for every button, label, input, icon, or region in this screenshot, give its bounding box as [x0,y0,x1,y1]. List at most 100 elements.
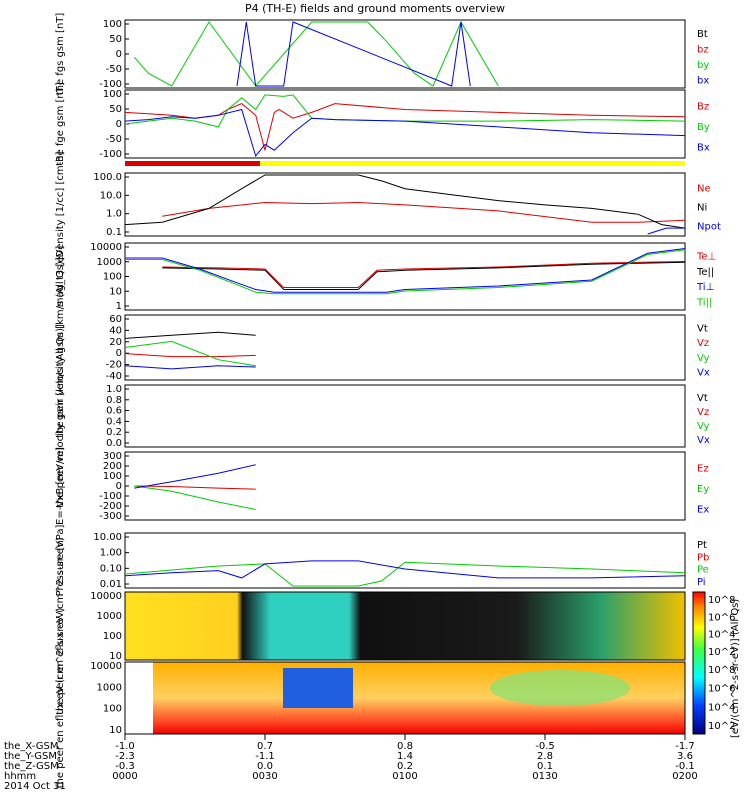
peer_velocity-ytick-label: 0.8 [106,395,122,406]
fge-ytick-label: 100 [103,89,122,100]
peir_velocity-legend-3: Vx [697,368,710,379]
panel-temperature: 10000 1000 100 10 1 mag_t3 [eV] Te⊥ Te|| Ti⊥ Ti|| [55,242,716,312]
fge-series-2 [124,108,686,158]
time-axis-value: -0.5 [535,741,555,752]
fgs-series-2 [133,20,499,87]
fgs-ylabel: the fgs gsm [nT] [55,13,66,96]
peir_eflux-ytick-label: 10000 [90,591,122,602]
peir_velocity-legend-1: Vz [697,338,709,349]
density-ytick-label: 1.0 [106,209,122,220]
efield-ytick-label: 0 [116,481,122,492]
peir_velocity-series-0 [124,331,256,339]
time-axis-value: 0130 [532,771,557,782]
temperature-legend-2: Ti⊥ [696,282,714,293]
temperature-ytick-label: 100 [103,272,122,283]
peer_velocity-ytick-label: 0.0 [106,438,122,449]
density-legend-0: Ne [697,184,711,195]
efield-ytick-label: 100 [103,471,122,482]
fgs-legend-2: by [697,60,709,71]
time-axis-value: 0200 [672,771,697,782]
peir_velocity-ytick-label: -20 [106,360,122,371]
temperature-legend-0: Te⊥ [696,252,716,263]
colorbar [692,591,706,735]
fge-legend-0: Bz [697,101,709,112]
density-series-0 [162,201,686,223]
fge-series-0 [124,103,686,151]
peer_eflux-ytick-label: 1000 [97,682,122,693]
peir_velocity-series-3 [124,365,256,370]
pressure-ytick-label: 0.01 [100,579,122,590]
efield-ytick-label: -300 [99,511,122,522]
time-axis-value: 3.6 [677,751,693,762]
pressure-legend-3: Pi [697,577,706,588]
fgs-legend-3: bx [697,75,709,86]
peer_velocity-frame [124,384,686,448]
temperature-ytick-label: 10000 [90,242,122,253]
peir_velocity-legend-0: Vt [697,323,708,334]
density-ylabel: Density [1/cc] [cm-3] [55,151,66,257]
efield-series-2 [134,464,256,489]
pressure-ytick-label: 10.00 [93,532,122,543]
fge-frame [124,89,686,159]
density-series-1 [124,174,686,229]
temperature-ylabel: mag_t3 [eV] [55,246,66,308]
status-bar-red [125,161,260,166]
panel-fge: 100 50 0 -50 -100 the fge gsm [nT] Bz By Bx [55,82,710,166]
density-ytick-label: 0.1 [106,227,122,238]
peir-eflux-frame [124,591,686,661]
temperature-ytick-label: 10 [109,286,122,297]
pressure-ytick-label: 0.10 [100,563,122,574]
time-axis-value: -0.3 [115,761,135,772]
time-axis-value: -0.1 [675,761,695,772]
peir_velocity-series-2 [124,340,256,367]
peir_velocity-ytick-label: 60 [109,314,122,325]
fge-ytick-label: 50 [109,104,122,115]
peir-eflux-heatmap [125,592,685,660]
fge-legend-1: By [697,122,710,133]
density-ytick-label: 10.0 [100,190,122,201]
peer_velocity-ytick-label: 1.0 [106,384,122,395]
pressure-frame [124,532,686,589]
fgs-ytick-label: -50 [106,64,122,75]
peir_velocity-ylabel: the peir velocity gsm [km/s (All Qs)] [55,257,66,438]
time-axis-value: -1.1 [255,751,275,762]
pressure-series-3 [124,560,686,579]
efield-series-0 [134,485,256,490]
colorbar-tick-label: 10^4 [708,702,735,713]
time-axis-value: 2.8 [537,751,553,762]
fge-ylabel: the fge gsm [nT] [55,82,66,166]
pressure-legend-0: Pt [697,540,707,551]
panel-density: 100.0 10.0 1.0 0.1 Density [1/cc] [cm-3] Ne Ni… [55,151,721,257]
temperature-legend-1: Te|| [696,267,714,278]
colorbar-label: [eV/(cm^2-s-sr-eV)] (All Qs) [730,599,741,738]
peer_velocity-legend-0: Vt [697,393,708,404]
temperature-ytick-label: 1 [116,301,122,312]
density-frame [124,172,686,237]
time-axis-value: -1.7 [675,741,695,752]
time-axis-row-label: the_Y-GSM [4,751,57,762]
fge-series-1 [124,94,686,128]
efield-ytick-label: -200 [99,501,122,512]
peir_eflux-ytick-label: 100 [103,631,122,642]
density-ytick-label: 100.0 [93,172,122,183]
peer_velocity-ylabel: the peer velocity gsm [km/s (All Qs)] [55,324,66,508]
efield-ytick-label: 300 [103,451,122,462]
peir_velocity-ytick-label: 40 [109,325,122,336]
time-axis-value: -1.0 [115,741,135,752]
pressure-legend-1: Pb [697,552,709,563]
peer_velocity-legend-1: Vz [697,407,709,418]
fgs-frame [124,19,686,89]
fgs-ytick-label: 50 [109,34,122,45]
peir_velocity-series-1 [124,353,256,358]
temperature-series-2 [125,248,686,293]
peir_velocity-ytick-label: 20 [109,337,122,348]
temperature-series-3 [125,249,686,295]
fgs-series-3 [236,21,471,87]
peer_eflux-ytick-label: 10 [109,725,122,736]
time-axis-value: 0.2 [397,761,413,772]
peer_velocity-ytick-label: 0.6 [106,406,122,417]
colorbar-tick-label: 10^2 [708,721,735,732]
